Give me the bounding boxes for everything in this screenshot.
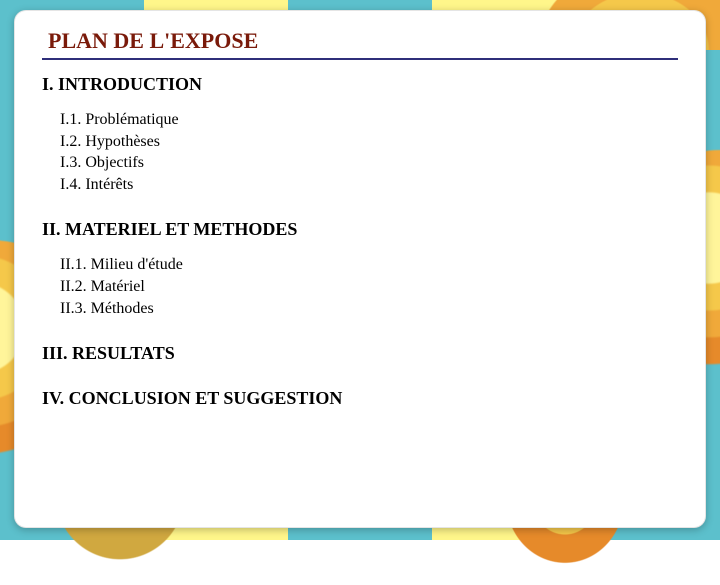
list-item: I.2. Hypothèses <box>60 131 678 153</box>
section-items: I.1. Problématique I.2. Hypothèses I.3. … <box>60 109 678 195</box>
list-item: I.4. Intérêts <box>60 174 678 196</box>
section-items: II.1. Milieu d'étude II.2. Matériel II.3… <box>60 254 678 319</box>
content-body: I. INTRODUCTION I.1. Problématique I.2. … <box>42 74 678 409</box>
slide-card: PLAN DE L'EXPOSE I. INTRODUCTION I.1. Pr… <box>14 10 706 528</box>
section-heading: II. MATERIEL ET METHODES <box>42 219 678 240</box>
list-item: II.1. Milieu d'étude <box>60 254 678 276</box>
list-item: I.3. Objectifs <box>60 152 678 174</box>
slide-title: PLAN DE L'EXPOSE <box>48 28 678 54</box>
section-heading: III. RESULTATS <box>42 343 678 364</box>
list-item: I.1. Problématique <box>60 109 678 131</box>
list-item: II.2. Matériel <box>60 276 678 298</box>
title-divider <box>42 58 678 60</box>
section-heading: IV. CONCLUSION ET SUGGESTION <box>42 388 678 409</box>
list-item: II.3. Méthodes <box>60 298 678 320</box>
section-heading: I. INTRODUCTION <box>42 74 678 95</box>
